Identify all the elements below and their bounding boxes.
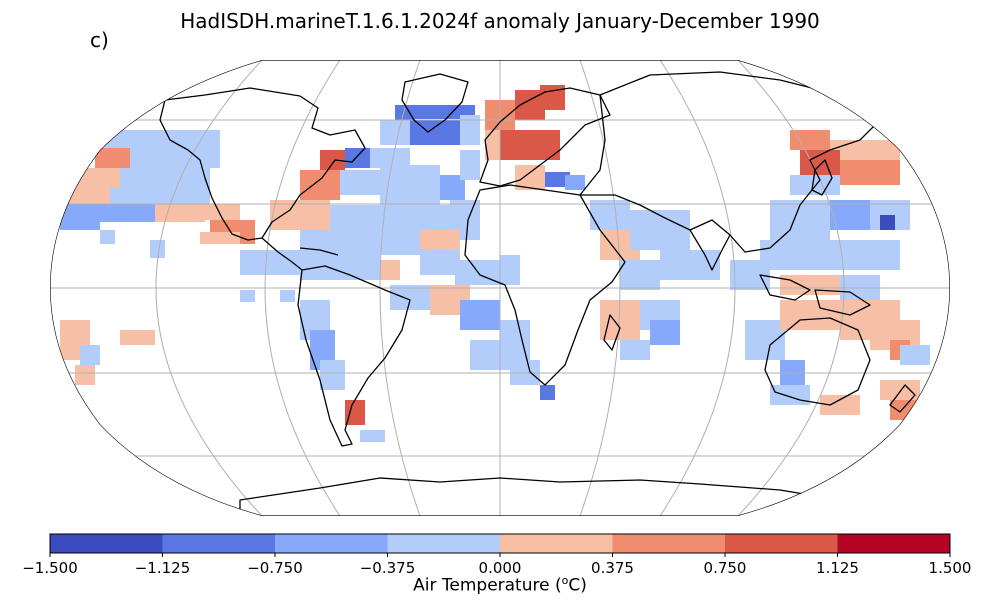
- colorbar-tick-label: −1.125: [134, 559, 191, 577]
- anomaly-cell: [650, 320, 680, 345]
- anomaly-cell: [360, 430, 385, 442]
- anomaly-cell: [830, 200, 870, 230]
- anomaly-cell: [880, 380, 920, 400]
- anomaly-cell: [565, 175, 585, 190]
- anomaly-cell: [205, 204, 240, 220]
- anomaly-cell: [770, 385, 810, 405]
- anomaly-cell: [620, 340, 650, 360]
- map-title: HadISDH.marineT.1.6.1.2024f anomaly Janu…: [180, 9, 820, 33]
- colorbar-segment: [275, 534, 388, 553]
- anomaly-cell: [420, 230, 460, 250]
- anomaly-cell: [100, 204, 155, 222]
- anomaly-cell: [540, 385, 555, 400]
- anomaly-cell: [320, 360, 345, 390]
- anomaly-cell: [890, 400, 920, 420]
- colorbar-segment: [612, 534, 726, 553]
- anomaly-cell: [800, 240, 860, 270]
- colorbar-segment: [500, 534, 613, 553]
- anomaly-cell: [155, 204, 205, 222]
- anomaly-cell: [380, 230, 420, 255]
- anomaly-cell: [460, 150, 480, 180]
- anomaly-cell: [300, 230, 380, 260]
- colorbar-tick-label: 0.750: [703, 559, 747, 577]
- colorbar-tick-label: 1.125: [816, 559, 859, 577]
- anomaly-cell: [60, 204, 100, 230]
- anomaly-cell: [790, 175, 840, 195]
- colorbar-tick-label: 0.375: [591, 559, 634, 577]
- colorbar-tick-label: 0.000: [478, 559, 522, 577]
- colorbar-tick-label: −0.375: [359, 559, 416, 577]
- anomaly-cell: [780, 275, 840, 295]
- anomaly-cell: [460, 115, 480, 145]
- colorbar-segment: [162, 534, 276, 553]
- globe-outline: [50, 60, 950, 516]
- anomaly-cell: [300, 170, 340, 200]
- colorbar-segment: [50, 534, 163, 553]
- anomaly-cell: [730, 260, 770, 290]
- anomaly-cell: [470, 340, 510, 370]
- anomaly-cell: [110, 188, 210, 204]
- anomaly-cell: [80, 345, 100, 365]
- anomaly-cell: [380, 260, 400, 280]
- anomaly-cell: [300, 260, 380, 280]
- anomaly-cell: [860, 240, 900, 270]
- anomaly-cell: [100, 130, 160, 148]
- colorbar-segment: [387, 534, 501, 553]
- anomaly-cell: [620, 260, 660, 290]
- anomaly-grid-cells: [60, 85, 930, 442]
- anomaly-cell: [65, 188, 110, 204]
- colorbar-segment: [837, 534, 951, 553]
- anomaly-cell: [95, 148, 130, 168]
- anomaly-cell: [820, 395, 860, 415]
- colorbar-segment: [725, 534, 838, 553]
- anomaly-cell: [280, 290, 295, 302]
- anomaly-cell: [240, 290, 255, 302]
- anomaly-cell: [240, 250, 300, 275]
- colorbar-tick-label: −0.750: [247, 559, 303, 577]
- anomaly-cell: [660, 250, 720, 280]
- panel-label: c): [90, 28, 109, 52]
- anomaly-cell: [380, 120, 410, 145]
- anomaly-cell: [370, 148, 410, 168]
- anomaly-cell: [345, 148, 370, 168]
- colorbar-label: Air Temperature (oC): [413, 574, 587, 596]
- anomaly-cell: [130, 148, 220, 168]
- anomaly-cell: [900, 345, 930, 365]
- anomaly-cell: [500, 255, 520, 285]
- anomaly-cell: [390, 205, 450, 230]
- anomaly-cell: [380, 165, 440, 205]
- anomaly-cell: [800, 150, 840, 175]
- anomaly-cell: [150, 240, 165, 258]
- anomaly-cell: [500, 130, 560, 160]
- anomaly-cell: [460, 300, 500, 330]
- anomaly-cell: [840, 160, 900, 185]
- anomaly-cell: [100, 230, 115, 244]
- coastlines: [159, 71, 916, 516]
- anomaly-cell: [120, 168, 210, 188]
- anomaly-cell: [75, 365, 95, 385]
- anomaly-cell: [345, 400, 365, 425]
- anomaly-cell: [395, 105, 415, 120]
- colorbar-tick-label: 1.500: [928, 559, 972, 577]
- anomaly-cell: [340, 170, 380, 195]
- anomaly-cell: [390, 285, 430, 310]
- anomaly-cell: [745, 320, 785, 360]
- colorbar-tick-label: −1.500: [22, 559, 78, 577]
- colorbar: [49, 533, 951, 557]
- anomaly-cell: [545, 172, 570, 187]
- anomaly-cell: [120, 330, 155, 345]
- anomaly-cell: [780, 300, 840, 330]
- anomaly-cell: [630, 210, 690, 250]
- anomaly-cell: [420, 250, 460, 275]
- graticule: [50, 60, 950, 516]
- anomaly-cell: [270, 200, 330, 230]
- anomaly-cell: [485, 130, 500, 160]
- anomaly-cell: [790, 130, 830, 150]
- anomaly-cell: [880, 215, 895, 230]
- anomaly-cell: [200, 232, 240, 244]
